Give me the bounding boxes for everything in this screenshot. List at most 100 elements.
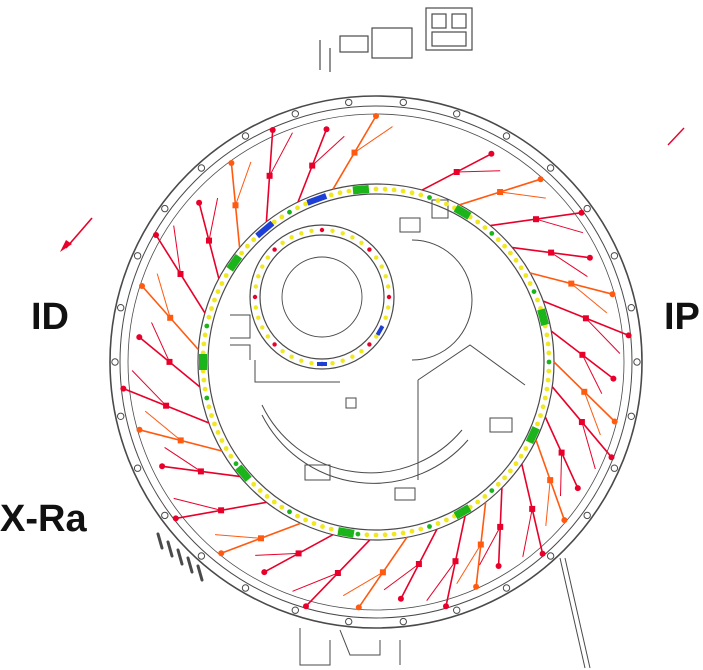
ring-magnet: [251, 237, 257, 243]
beamline-branch: [456, 170, 501, 173]
ring-magnet: [475, 499, 481, 505]
beamline-branch: [581, 421, 596, 470]
ring-magnet: [513, 257, 519, 263]
ring-magnet: [418, 192, 424, 198]
support-post: [610, 252, 619, 260]
ring-magnet: [523, 446, 529, 451]
ring-magnet: [320, 524, 325, 529]
booster-magnet: [272, 247, 277, 252]
beamline-endstation: [159, 463, 166, 470]
support-post: [161, 204, 169, 213]
beamline-endstation: [611, 418, 618, 425]
booster-magnet: [260, 264, 265, 269]
straight-section-magnet: [453, 204, 472, 220]
ring-magnet: [495, 481, 501, 487]
booster-magnet: [330, 361, 335, 366]
ring-magnet: [201, 377, 207, 383]
beamline-endstation: [488, 150, 495, 157]
booster-insertion: [317, 362, 327, 366]
ring-magnet: [545, 341, 551, 347]
beamline-branch: [354, 126, 393, 154]
ring-magnet: [271, 219, 277, 225]
ring-magnet: [295, 513, 300, 519]
beamline-endstation: [261, 569, 268, 576]
ring-magnet: [482, 494, 488, 499]
ring-magnet: [482, 225, 488, 231]
ring-magnet: [531, 289, 537, 294]
ring-magnet: [264, 494, 270, 499]
ring-magnet: [546, 350, 552, 356]
beamline-branch: [570, 283, 608, 314]
booster-magnet: [265, 334, 270, 339]
booster-magnet: [330, 228, 335, 233]
support-post: [111, 358, 119, 366]
ring-magnet: [409, 528, 415, 534]
beamline-endstation: [120, 385, 127, 392]
ring-magnet: [523, 273, 529, 278]
ring-magnet: [364, 532, 370, 538]
ring-magnet: [287, 509, 292, 515]
support-post: [502, 132, 511, 140]
booster-magnet: [256, 274, 261, 279]
top-building-outline: [319, 7, 473, 72]
beamline-branch: [560, 452, 563, 497]
booster-magnets: [252, 227, 392, 367]
bottom-building-outline: [299, 628, 401, 666]
ring-magnet: [295, 205, 300, 211]
straight-section-magnet: [537, 308, 550, 326]
beamlines: [120, 113, 632, 611]
beamline-branch: [164, 446, 202, 472]
storage-ring-tunnel: [197, 183, 555, 541]
booster-magnet: [359, 240, 364, 245]
booster-magnet: [367, 342, 372, 347]
support-post: [453, 606, 461, 614]
ring-magnet: [544, 386, 550, 392]
beamline-endstation: [586, 254, 593, 261]
beamline-endstation: [172, 515, 179, 522]
booster-magnet: [260, 325, 265, 330]
support-post: [546, 164, 555, 172]
ring-magnet: [215, 430, 221, 435]
ring-magnet: [271, 499, 277, 505]
ring-magnet: [546, 368, 552, 374]
outer-ring-walls: [109, 95, 643, 629]
beamline-branch: [311, 135, 345, 166]
ring-magnet: [502, 475, 507, 481]
booster-magnet: [379, 264, 384, 269]
beamline-endstation: [323, 126, 330, 133]
booster-magnet: [252, 294, 258, 300]
lower-left-ticks: [156, 532, 204, 582]
ring-magnet: [391, 531, 397, 537]
booster-magnet: [280, 240, 285, 245]
ring-magnet: [239, 250, 245, 256]
support-post: [610, 464, 619, 472]
straight-section-magnet: [453, 504, 472, 520]
ring-magnet: [518, 265, 524, 271]
ring-magnet: [540, 404, 546, 410]
ring-magnet: [219, 281, 225, 286]
ring-magnet: [502, 243, 507, 249]
support-post: [627, 304, 635, 312]
beamline-endstation: [561, 517, 568, 524]
insertion-device: [255, 220, 275, 239]
booster-magnet: [386, 305, 391, 310]
ring-magnet: [382, 532, 388, 538]
support-post: [399, 617, 407, 626]
beamline-branch: [456, 544, 482, 585]
beamline-endstation: [153, 232, 159, 238]
booster-magnet: [289, 235, 294, 240]
support-post: [241, 584, 250, 592]
beamline-branch: [144, 410, 182, 441]
booster-magnet: [383, 274, 388, 279]
booster-magnet: [319, 227, 325, 233]
beamline-branch: [585, 317, 621, 354]
booster-magnet: [350, 235, 355, 240]
inner-building-outlines: [230, 199, 526, 501]
support-post: [453, 110, 461, 118]
ring-magnet: [373, 186, 379, 192]
booster-magnet: [340, 358, 345, 363]
ring-magnet: [204, 323, 210, 329]
ring-magnet: [513, 461, 519, 467]
beamline-endstation: [269, 127, 276, 133]
ring-magnet: [508, 250, 513, 256]
